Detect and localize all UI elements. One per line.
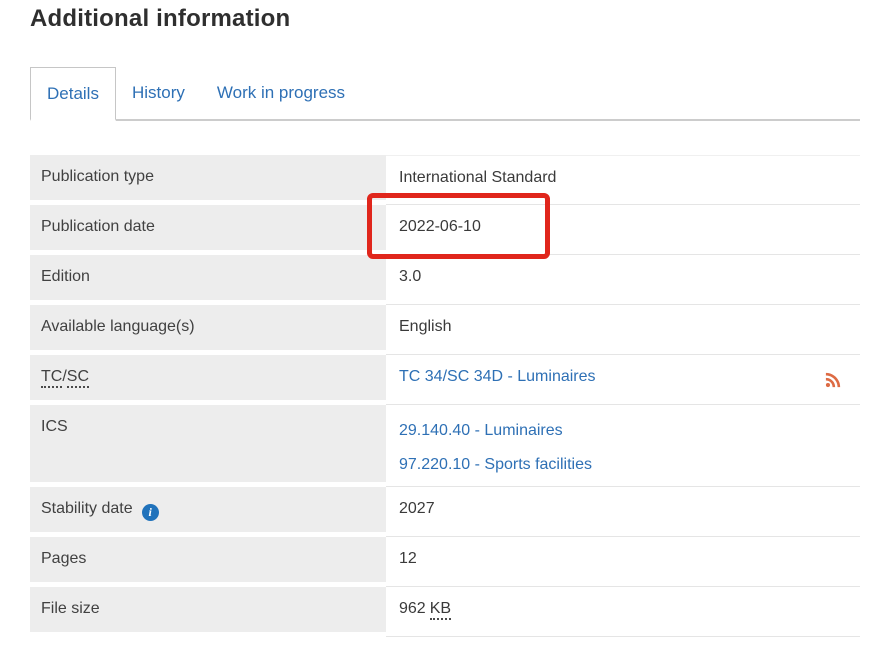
row-value: International Standard — [386, 155, 860, 205]
tab-bar: Details History Work in progress — [30, 67, 860, 121]
row-label: Publication type — [30, 155, 386, 205]
sc-abbreviation: SC — [66, 368, 90, 388]
tab-work-in-progress[interactable]: Work in progress — [216, 82, 346, 102]
tab-details[interactable]: Details — [30, 67, 116, 121]
info-icon[interactable]: i — [141, 504, 159, 521]
row-value: 29.140.40 - Luminaires 97.220.10 - Sport… — [386, 405, 860, 487]
ics-link-sports-facilities[interactable]: 97.220.10 - Sports facilities — [399, 456, 592, 473]
label-text: Publication date — [41, 218, 155, 235]
row-value: 2022-06-10 — [386, 205, 860, 255]
table-row-stability-date: Stability date i 2027 — [30, 487, 860, 537]
table-row-available-languages: Available language(s) English — [30, 305, 860, 355]
row-label: ICS — [30, 405, 386, 487]
table-row-edition: Edition 3.0 — [30, 255, 860, 305]
label-separator: / — [62, 368, 67, 385]
label-text: Edition — [41, 268, 90, 285]
page-title: Additional information — [30, 5, 291, 32]
tc-sc-committee-link[interactable]: TC 34/SC 34D - Luminaires — [399, 368, 596, 385]
table-row-tc-sc: TC/SC TC 34/SC 34D - Luminaires — [30, 355, 860, 405]
row-value: English — [386, 305, 860, 355]
value-text: 12 — [399, 550, 417, 567]
tc-abbreviation: TC — [41, 368, 63, 388]
publication-date-value: 2022-06-10 — [399, 218, 481, 235]
label-text: Pages — [41, 550, 87, 567]
details-table: Publication type International Standard … — [30, 155, 860, 637]
value-text: 962 — [399, 600, 426, 617]
kb-abbreviation: KB — [429, 600, 452, 620]
label-text: Available language(s) — [41, 318, 195, 335]
ics-link-luminaires[interactable]: 29.140.40 - Luminaires — [399, 422, 563, 439]
tab-history[interactable]: History — [131, 82, 185, 102]
value-text: 2027 — [399, 500, 435, 517]
row-label: Available language(s) — [30, 305, 386, 355]
table-row-ics: ICS 29.140.40 - Luminaires 97.220.10 - S… — [30, 405, 860, 487]
rss-icon[interactable] — [824, 370, 843, 389]
row-value: 962 KB — [386, 587, 860, 637]
row-value: 2027 — [386, 487, 860, 537]
label-text: Publication type — [41, 168, 154, 185]
row-label: Stability date i — [30, 487, 386, 537]
row-label: Pages — [30, 537, 386, 587]
table-row-file-size: File size 962 KB — [30, 587, 860, 637]
table-row-publication-date: Publication date 2022-06-10 — [30, 205, 860, 255]
row-value: TC 34/SC 34D - Luminaires — [386, 355, 860, 405]
value-text: 3.0 — [399, 268, 422, 285]
value-text: International Standard — [399, 169, 557, 186]
row-label: Edition — [30, 255, 386, 305]
value-text: English — [399, 318, 452, 335]
label-text: ICS — [41, 418, 68, 435]
table-row-publication-type: Publication type International Standard — [30, 155, 860, 205]
label-text: Stability date — [41, 500, 133, 517]
row-value: 3.0 — [386, 255, 860, 305]
row-label: Publication date — [30, 205, 386, 255]
row-label: TC/SC — [30, 355, 386, 405]
table-row-pages: Pages 12 — [30, 537, 860, 587]
row-value: 12 — [386, 537, 860, 587]
row-label: File size — [30, 587, 386, 637]
label-text: File size — [41, 600, 100, 617]
